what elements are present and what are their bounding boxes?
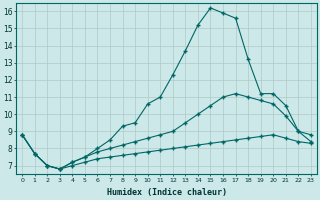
X-axis label: Humidex (Indice chaleur): Humidex (Indice chaleur) [107,188,227,197]
